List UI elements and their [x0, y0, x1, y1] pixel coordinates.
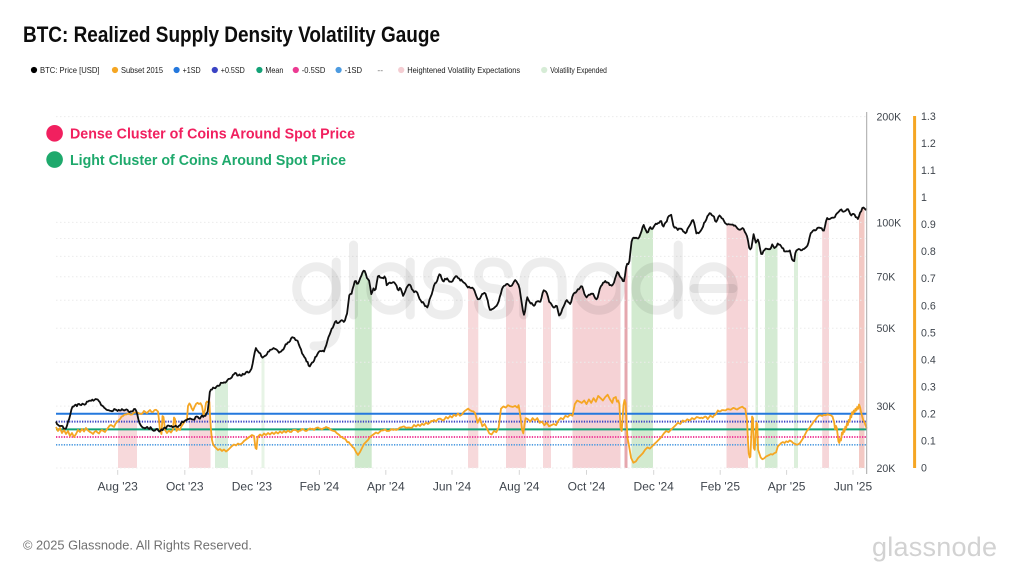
- svg-text:Heightened Volatility Expectat: Heightened Volatility Expectations: [407, 65, 520, 75]
- svg-text:0.8: 0.8: [921, 246, 936, 258]
- svg-text:+0.5SD: +0.5SD: [221, 65, 245, 75]
- svg-text:0.3: 0.3: [921, 382, 936, 394]
- svg-text:0.2: 0.2: [921, 409, 936, 421]
- svg-text:Subset 2015: Subset 2015: [121, 65, 163, 75]
- svg-text:Feb '24: Feb '24: [300, 480, 340, 494]
- svg-text:1.3: 1.3: [921, 111, 936, 123]
- svg-text:BTC: Price [USD]: BTC: Price [USD]: [40, 65, 100, 75]
- svg-text:0.4: 0.4: [921, 354, 936, 366]
- svg-text:Oct '24: Oct '24: [568, 480, 606, 494]
- svg-text:© 2025 Glassnode. All Rights R: © 2025 Glassnode. All Rights Reserved.: [23, 539, 252, 553]
- svg-text:Jun '24: Jun '24: [433, 480, 472, 494]
- svg-text:Volatility Expended: Volatility Expended: [550, 65, 607, 75]
- svg-text:+1SD: +1SD: [183, 65, 201, 75]
- svg-text:Jun '25: Jun '25: [834, 480, 873, 494]
- svg-text:200K: 200K: [877, 112, 902, 124]
- svg-text:0: 0: [921, 463, 927, 475]
- svg-text:0.9: 0.9: [921, 219, 936, 231]
- svg-text:20K: 20K: [877, 463, 896, 475]
- svg-text:Feb '25: Feb '25: [700, 480, 740, 494]
- svg-text:30K: 30K: [877, 401, 896, 413]
- svg-text:1.1: 1.1: [921, 165, 936, 177]
- svg-text:-0.5SD: -0.5SD: [302, 65, 326, 75]
- svg-text:70K: 70K: [877, 272, 896, 284]
- svg-text:Aug '23: Aug '23: [98, 480, 139, 494]
- svg-text:Apr '24: Apr '24: [367, 480, 405, 494]
- svg-text:0.6: 0.6: [921, 300, 936, 312]
- svg-text:Oct '23: Oct '23: [166, 480, 204, 494]
- svg-text:BTC: Realized Supply Density V: BTC: Realized Supply Density Volatility …: [23, 22, 440, 47]
- svg-text:--: --: [377, 65, 383, 75]
- svg-text:1: 1: [921, 192, 927, 204]
- svg-text:Aug '24: Aug '24: [499, 480, 540, 494]
- svg-text:50K: 50K: [877, 323, 896, 335]
- svg-text:glassnode: glassnode: [872, 532, 997, 562]
- svg-text:-1SD: -1SD: [345, 65, 363, 75]
- svg-text:0.5: 0.5: [921, 327, 936, 339]
- svg-text:Light Cluster of Coins Around: Light Cluster of Coins Around Spot Price: [70, 153, 346, 169]
- svg-text:Dense Cluster of Coins Around: Dense Cluster of Coins Around Spot Price: [70, 127, 355, 143]
- svg-text:Dec '23: Dec '23: [232, 480, 273, 494]
- svg-text:Apr '25: Apr '25: [768, 480, 806, 494]
- svg-text:1.2: 1.2: [921, 138, 936, 150]
- svg-text:0.7: 0.7: [921, 273, 936, 285]
- svg-text:0.1: 0.1: [921, 436, 936, 448]
- svg-text:100K: 100K: [877, 217, 902, 229]
- svg-text:Mean: Mean: [265, 65, 283, 75]
- svg-text:Dec '24: Dec '24: [634, 480, 675, 494]
